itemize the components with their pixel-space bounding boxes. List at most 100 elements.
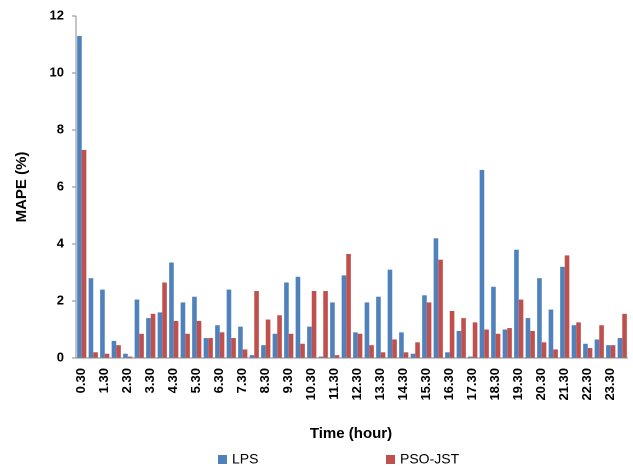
bar [203,338,209,358]
x-tick-label: 4.30 [165,368,180,393]
x-tick-label: 10.30 [303,368,318,401]
bar [196,320,202,358]
bar [192,296,197,358]
bar [364,302,370,358]
x-tick-label: 3.30 [142,368,157,393]
bar [330,302,335,358]
x-tick-label: 0.30 [73,368,88,393]
y-tick-label: 10 [50,64,64,79]
bar [146,318,151,358]
bar [346,253,351,358]
bar [583,343,588,358]
x-tick-label: 2.30 [119,368,134,393]
x-tick-label: 21.30 [556,368,571,401]
bar [208,338,213,358]
bar [599,325,604,358]
x-tick-label: 16.30 [441,368,456,401]
x-tick-label: 13.30 [372,368,387,401]
bar [564,255,570,358]
bar [576,322,581,358]
bar [249,355,255,358]
y-tick-label: 0 [57,349,64,364]
bar [530,330,535,358]
bar [433,238,439,358]
bar [491,286,496,358]
bar [261,345,266,358]
bar [134,299,140,358]
bar [88,278,94,358]
y-tick-label: 6 [57,178,64,193]
bar [323,291,328,358]
x-tick-label: 1.30 [96,368,111,393]
y-tick-label: 8 [57,121,64,136]
bar [399,332,404,358]
bar [518,299,524,358]
bar [410,353,416,358]
bar [541,342,547,358]
bar [369,345,374,358]
bar [288,333,294,358]
bar [169,262,174,358]
bar [438,259,443,358]
x-tick-label: 18.30 [487,368,502,401]
bar [380,352,386,358]
bar [403,352,409,358]
bar [548,309,554,358]
x-tick-label: 23.30 [602,368,617,401]
bar [353,332,358,358]
x-tick-label: 22.30 [579,368,594,401]
bar [123,353,128,358]
x-tick-label: 5.30 [188,368,203,393]
bar [242,349,248,358]
x-tick-label: 17.30 [464,368,479,401]
bar [537,278,542,358]
bar [127,356,133,358]
bar [180,302,186,358]
bar [226,289,232,358]
bar [422,295,427,358]
bar [219,332,225,358]
x-tick-label: 7.30 [234,368,249,393]
x-tick-label: 8.30 [257,368,272,393]
bar [215,325,220,358]
bar [472,322,478,358]
bar [610,345,616,358]
bar [265,319,271,358]
legend-label: PSO-JST [400,451,460,467]
bar [157,312,163,358]
bar [617,338,623,358]
bar [587,348,593,358]
legend-label: LPS [232,451,258,467]
bar [231,338,236,358]
x-tick-label: 14.30 [395,368,410,401]
bar [150,313,156,358]
bar [93,352,98,358]
x-tick-label: 11.30 [326,368,341,400]
x-tick-label: 6.30 [211,368,226,393]
bar [318,356,324,358]
bar [507,328,512,358]
bar [111,340,117,358]
y-tick-label: 12 [50,7,64,22]
bar [514,249,519,358]
bar [238,326,243,358]
bar [426,302,432,358]
x-tick-label: 15.30 [418,368,433,401]
x-tick-label: 12.30 [349,368,364,401]
bar [139,333,144,358]
bar [594,339,600,358]
bar [571,325,577,358]
bar [357,333,363,358]
legend-swatch [386,455,395,464]
bar [284,282,289,358]
x-tick-label: 19.30 [510,368,525,401]
bar [77,35,82,358]
bar [387,269,393,358]
bar [116,345,121,358]
x-tick-label: 9.30 [280,368,295,393]
bar [334,355,340,358]
bar [307,326,312,358]
x-tick-label: 20.30 [533,368,548,401]
bar [445,352,450,358]
bar [553,349,558,358]
